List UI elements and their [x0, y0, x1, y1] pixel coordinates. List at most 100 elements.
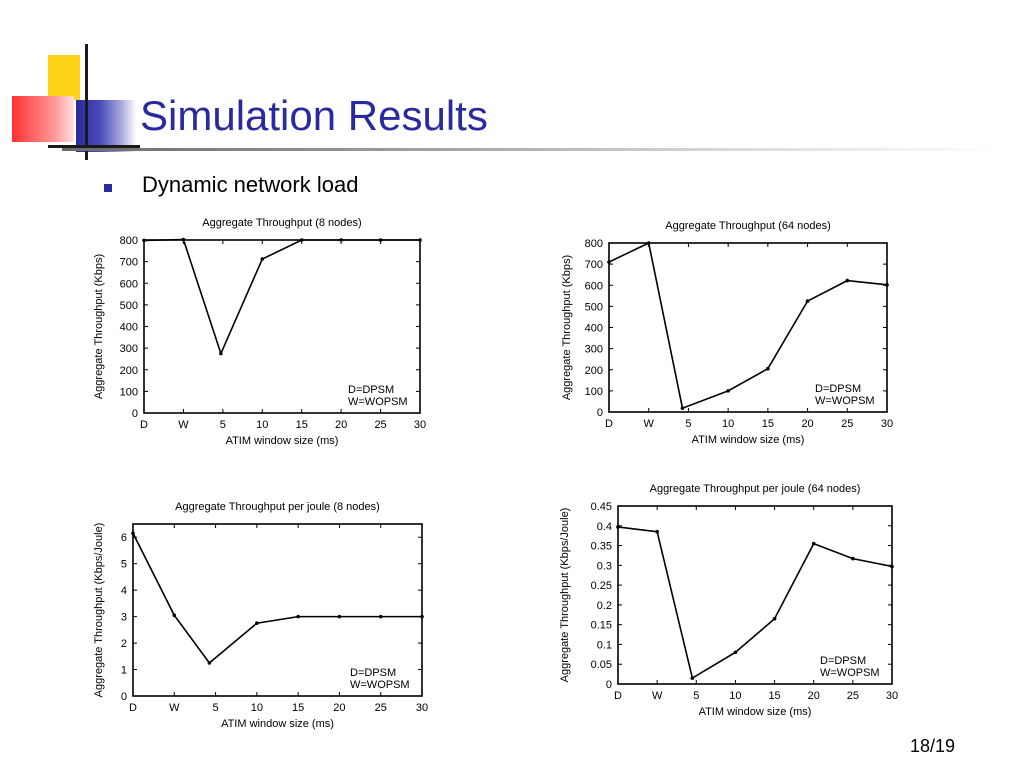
data-point [219, 351, 223, 356]
y-tick-label: 0.1 [597, 639, 612, 651]
y-tick-label: 700 [120, 257, 138, 269]
x-tick-label: 10 [729, 690, 741, 702]
series-line [132, 532, 422, 665]
x-tick-label: 20 [801, 418, 813, 430]
x-tick-label: 15 [292, 702, 304, 714]
chart-throughput-per-joule-64-nodes: Aggregate Throughput per joule (64 nodes… [556, 478, 906, 728]
bullet-square-icon [104, 184, 112, 192]
y-axis-label: Aggregate Throughput (Kbps/Joule) [559, 508, 571, 683]
x-tick-label: 25 [374, 419, 386, 431]
legend-text: D=DPSM [350, 667, 396, 679]
chart-svg: Aggregate Throughput (64 nodes) 0 100 200 30… [561, 220, 893, 446]
series-line [617, 526, 893, 680]
y-tick-label: 800 [120, 235, 138, 247]
data-point [255, 621, 259, 626]
legend-text: W=WOPSM [348, 396, 408, 408]
data-point [766, 366, 770, 371]
y-axis-label: Aggregate Throughput (Kbps) [561, 255, 573, 400]
y-tick-label: 2 [121, 638, 127, 650]
data-point [131, 531, 135, 536]
plot-frame [617, 505, 893, 685]
x-tick-label: D [140, 419, 148, 431]
series-line [608, 241, 888, 410]
x-tick-label: W [169, 702, 180, 714]
x-tick-label: 30 [414, 419, 426, 431]
x-tick-label: 25 [375, 702, 387, 714]
deco-horizontal-line [48, 145, 140, 148]
title-underline [62, 148, 1002, 151]
data-point [851, 556, 855, 561]
x-tick-label: 30 [416, 702, 428, 714]
x-tick-label: 5 [685, 418, 691, 430]
chart-svg: Aggregate Throughput per joule (64 nodes… [559, 483, 898, 718]
legend-text: D=DPSM [820, 655, 866, 667]
data-point [890, 564, 894, 569]
y-tick-label: 0 [132, 408, 138, 420]
data-point [616, 525, 620, 529]
chart-title: Aggregate Throughput (8 nodes) [202, 217, 361, 229]
data-point [805, 299, 810, 303]
x-axis-label: ATIM window size (ms) [226, 435, 339, 447]
chart-throughput-8-nodes: Aggregate Throughput (8 nodes) 0 100 200 300… [88, 210, 438, 460]
y-tick-label: 0.45 [591, 501, 612, 513]
plot-frame [132, 523, 423, 697]
data-point [142, 238, 146, 243]
chart-svg: Aggregate Throughput per joule (8 nodes)… [93, 501, 428, 730]
legend-text: D=DPSM [815, 383, 861, 395]
y-tick-label: 6 [121, 532, 127, 544]
y-tick-label: 1 [121, 665, 127, 677]
data-point [420, 614, 424, 619]
x-tick-label: 25 [847, 690, 859, 702]
legend-text: D=DPSM [348, 384, 394, 396]
legend-text: W=WOPSM [350, 679, 410, 691]
data-point [646, 241, 651, 245]
data-point [418, 238, 422, 242]
x-tick-label: 15 [296, 419, 308, 431]
x-tick-label: D [129, 702, 137, 714]
chart-title: Aggregate Throughput per joule (64 nodes… [650, 483, 861, 495]
x-tick-label: 10 [722, 418, 734, 430]
x-tick-label: 30 [881, 418, 893, 430]
y-axis-label: Aggregate Throughput (Kbps/Joule) [93, 523, 105, 698]
y-tick-label: 500 [120, 300, 138, 312]
data-point [260, 257, 265, 261]
y-tick-label: 800 [585, 238, 603, 250]
y-tick-label: 3 [121, 612, 127, 624]
data-point [690, 676, 695, 680]
x-axis-label: ATIM window size (ms) [221, 718, 334, 730]
data-point [655, 529, 659, 534]
y-tick-label: 700 [585, 259, 603, 271]
y-tick-label: 5 [121, 559, 127, 571]
y-tick-label: 0.2 [597, 600, 612, 612]
x-tick-label: 10 [256, 419, 268, 431]
x-tick-label: W [178, 419, 189, 431]
y-tick-label: 200 [120, 365, 138, 377]
chart-throughput-per-joule-8-nodes: Aggregate Throughput per joule (8 nodes)… [90, 494, 440, 740]
x-tick-label: 30 [886, 690, 898, 702]
y-tick-label: 0 [121, 691, 127, 703]
data-point [339, 238, 343, 242]
y-tick-label: 100 [120, 386, 138, 398]
x-tick-label: 20 [808, 690, 820, 702]
x-tick-label: 20 [333, 702, 345, 714]
x-tick-label: 5 [220, 419, 226, 431]
legend-text: W=WOPSM [820, 667, 880, 679]
y-tick-label: 0.35 [591, 541, 612, 553]
y-tick-label: 0.3 [597, 560, 612, 572]
y-tick-label: 100 [585, 386, 603, 398]
data-point [811, 541, 816, 546]
x-tick-label: 15 [762, 418, 774, 430]
x-tick-label: D [614, 690, 622, 702]
data-point [680, 406, 685, 410]
y-tick-label: 0.05 [591, 659, 612, 671]
data-point [172, 613, 177, 618]
y-tick-label: 300 [585, 344, 603, 356]
deco-vertical-line [85, 44, 88, 160]
y-tick-label: 600 [120, 278, 138, 290]
y-tick-label: 500 [585, 301, 603, 313]
page-number: 18/19 [910, 736, 956, 756]
chart-title: Aggregate Throughput per joule (8 nodes) [175, 501, 380, 513]
bullet-text: Dynamic network load [142, 172, 359, 197]
x-tick-label: D [605, 418, 613, 430]
x-tick-label: 25 [841, 418, 853, 430]
